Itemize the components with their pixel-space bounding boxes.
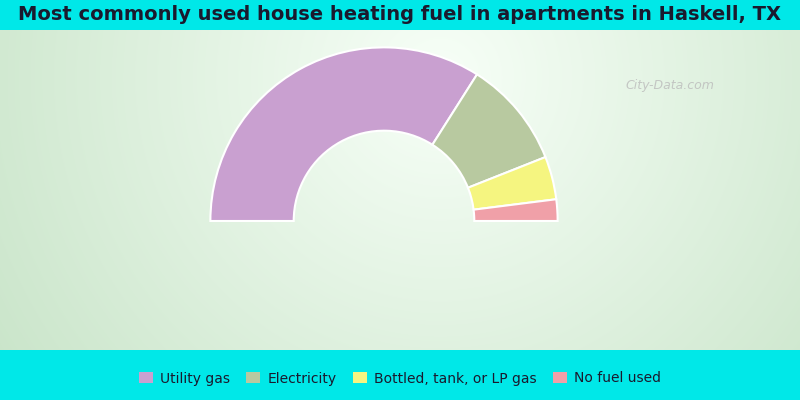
Wedge shape xyxy=(432,74,546,188)
Text: Most commonly used house heating fuel in apartments in Haskell, TX: Most commonly used house heating fuel in… xyxy=(18,6,782,24)
Wedge shape xyxy=(474,199,558,221)
Wedge shape xyxy=(468,157,556,210)
Legend: Utility gas, Electricity, Bottled, tank, or LP gas, No fuel used: Utility gas, Electricity, Bottled, tank,… xyxy=(134,366,666,391)
Text: City-Data.com: City-Data.com xyxy=(626,78,714,92)
Wedge shape xyxy=(210,47,477,221)
